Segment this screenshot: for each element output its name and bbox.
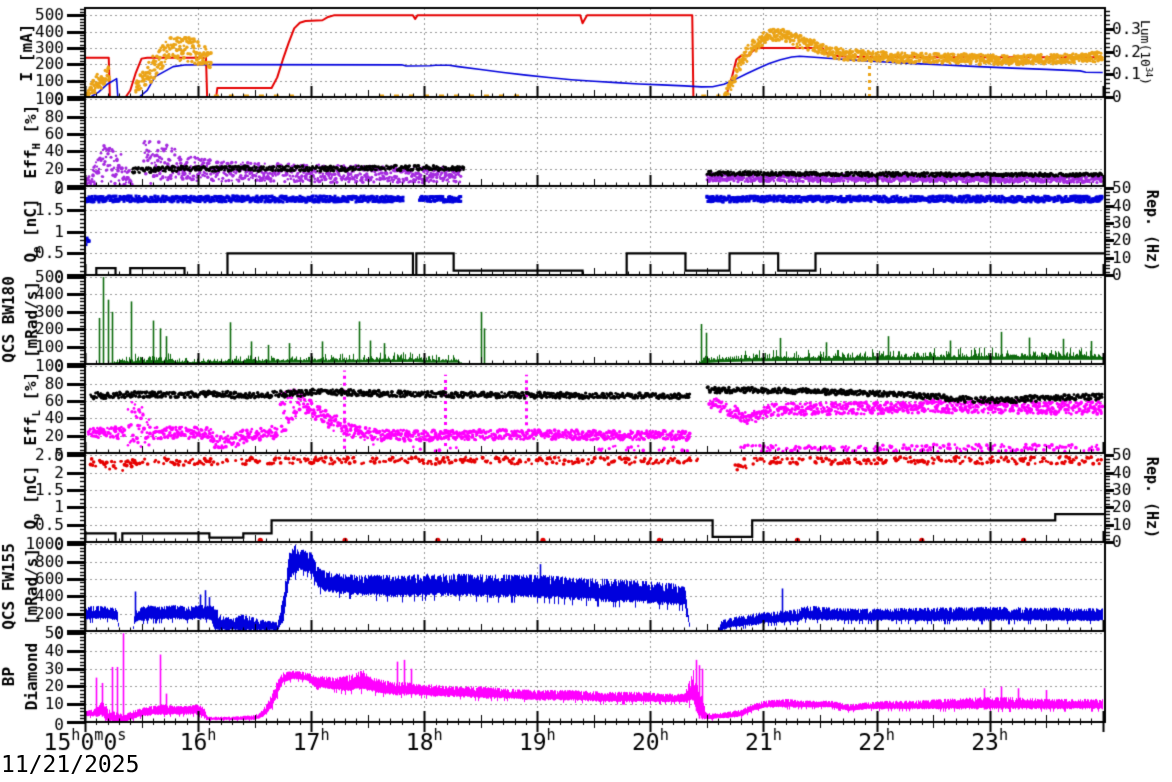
date-label: 11/21/2025	[1, 752, 140, 778]
